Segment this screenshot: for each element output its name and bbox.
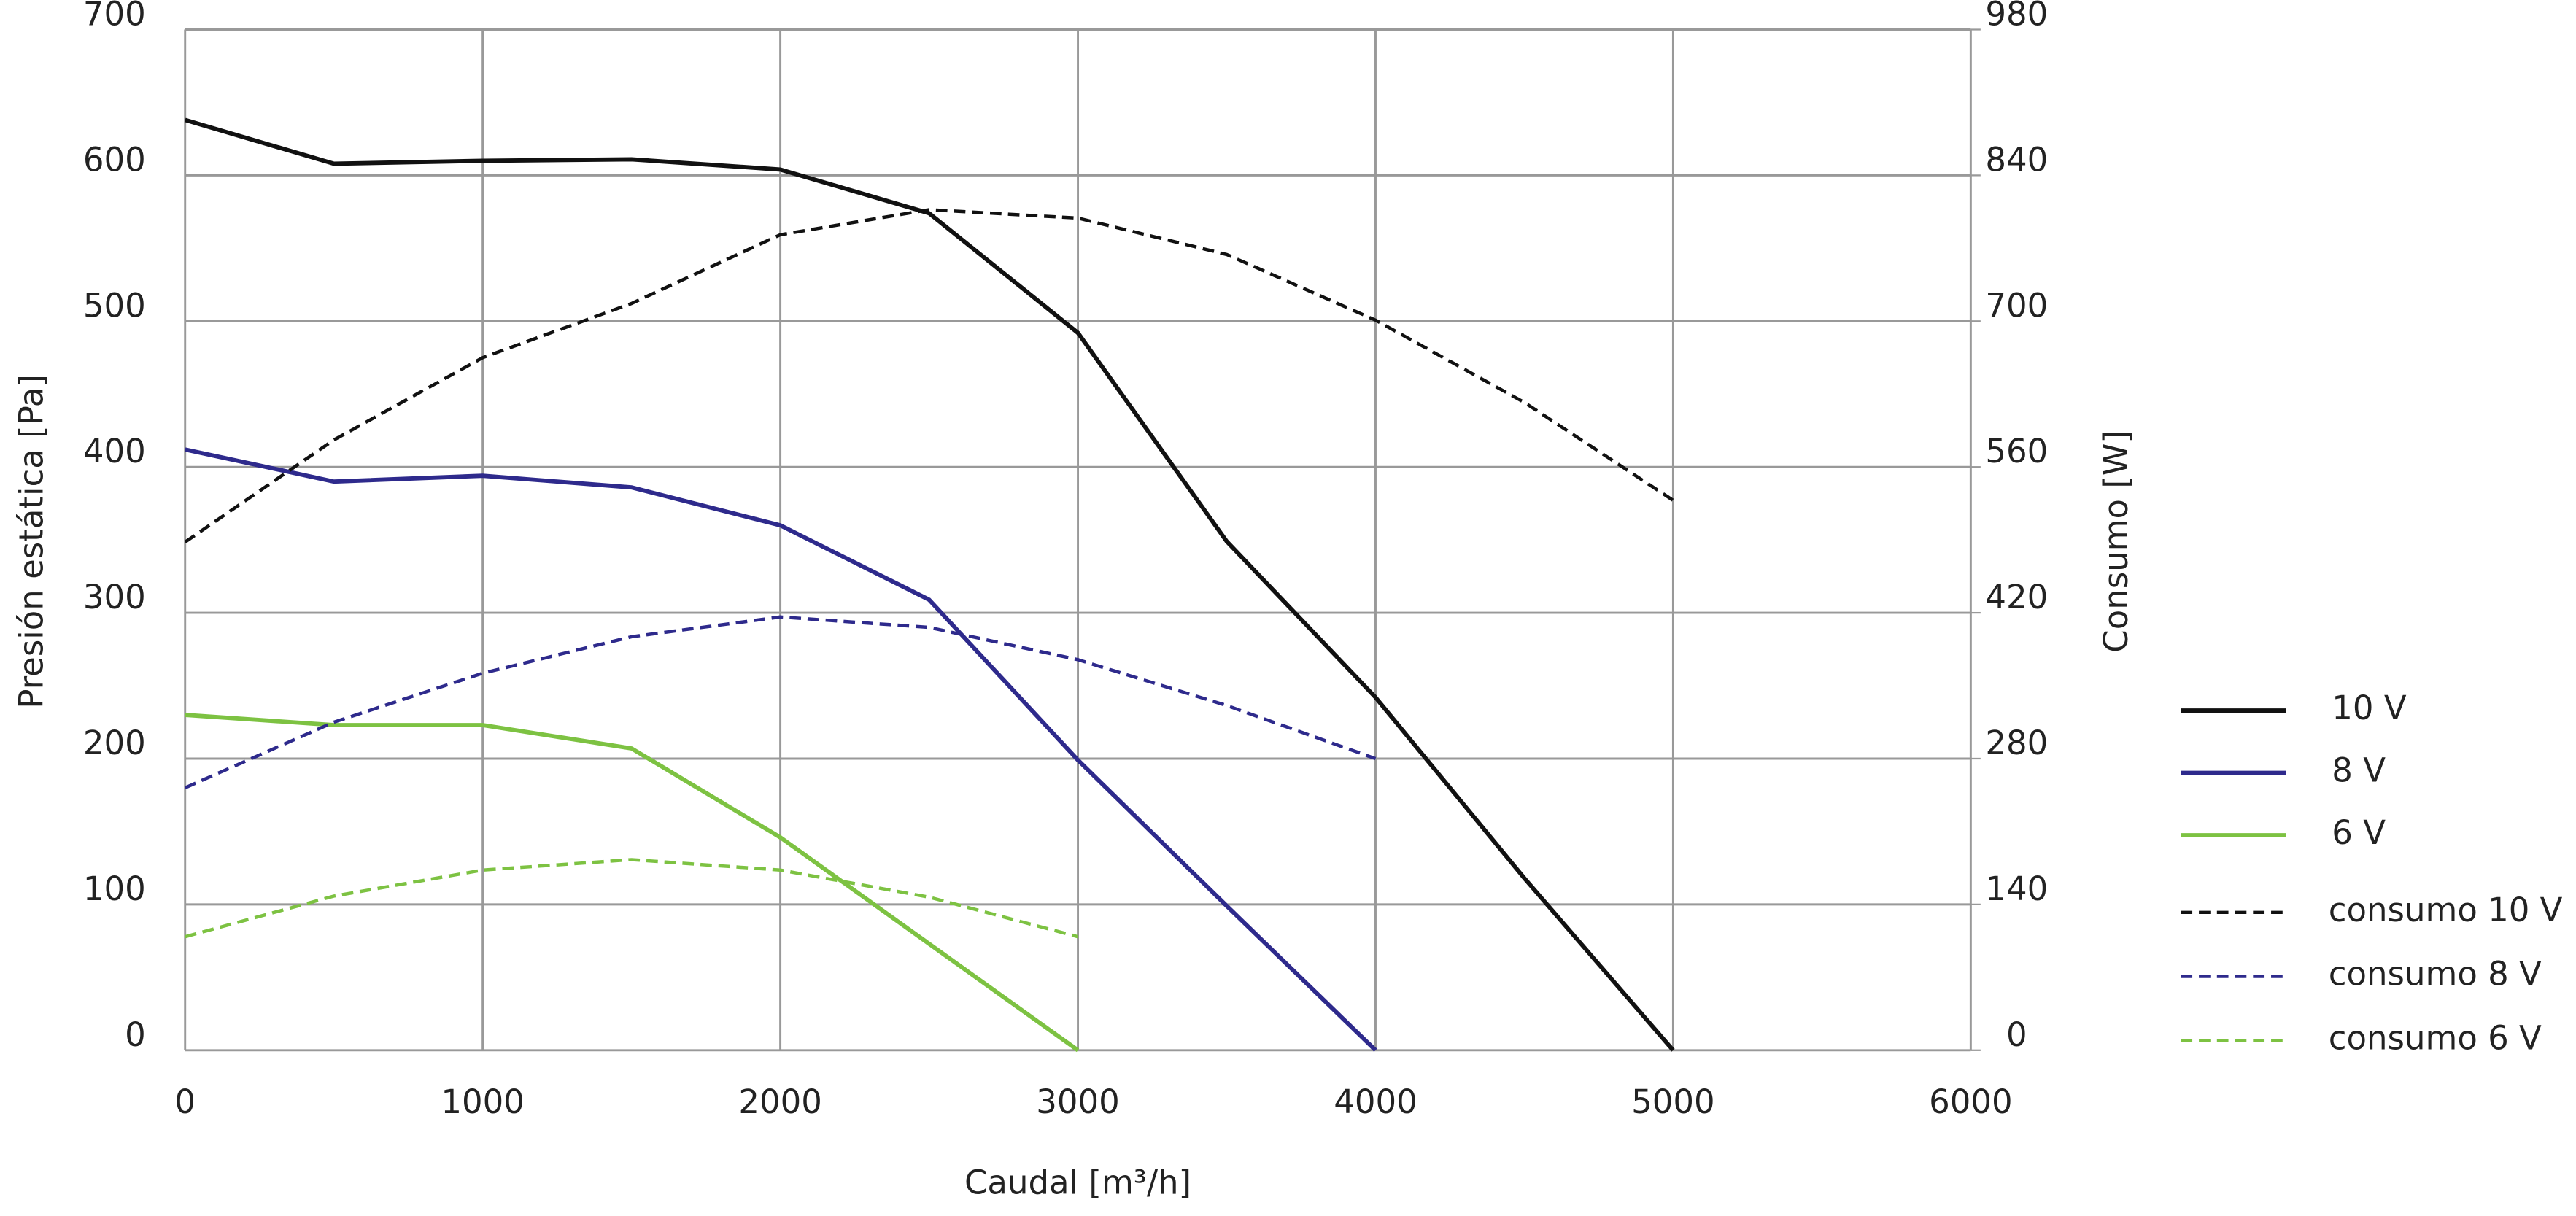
x-tick-label: 5000: [1631, 1083, 1714, 1121]
y2-tick-label: 700: [1985, 286, 2048, 325]
legend-label: 10 V: [2332, 689, 2407, 727]
y-tick-label: 500: [83, 286, 146, 325]
x-tick-label: 1000: [441, 1083, 524, 1121]
series-line: [184, 615, 1377, 790]
y-tick-label: 100: [83, 870, 146, 908]
x-tick-label: 2000: [738, 1083, 821, 1121]
x-tick-label: 3000: [1036, 1083, 1119, 1121]
series-line: [185, 713, 1080, 1053]
x-tick-label: 4000: [1334, 1083, 1417, 1121]
y-tick-label: 600: [83, 140, 146, 179]
y2-tick-label: 280: [1985, 724, 2048, 762]
y2-tick-label: 980: [1985, 0, 2048, 33]
y2-tick-label: 140: [1985, 870, 2048, 908]
x-tick-label: 0: [174, 1083, 196, 1121]
y-tick-label: 300: [83, 578, 146, 616]
y2-tick-label: 0: [2006, 1015, 2027, 1054]
series-line: [185, 858, 1079, 939]
legend-label: 6 V: [2332, 813, 2386, 852]
legend-label: consumo 10 V: [2329, 891, 2563, 929]
y2-tick-label: 420: [1985, 578, 2048, 616]
legend-label: consumo 6 V: [2329, 1018, 2542, 1057]
legend-label: 8 V: [2332, 751, 2386, 790]
y-tick-label: 200: [83, 724, 146, 762]
legend-label: consumo 8 V: [2329, 955, 2542, 994]
y-axis-label: Presión estática [Pa]: [12, 374, 51, 709]
series-line: [184, 208, 1674, 543]
y-tick-label: 700: [83, 0, 146, 33]
y2-tick-label: 840: [1985, 140, 2048, 179]
series-line: [185, 447, 1377, 1052]
y-tick-label: 400: [83, 432, 146, 470]
series-line: [184, 117, 1675, 1052]
x-tick-label: 6000: [1929, 1083, 2012, 1121]
y2-axis-label: Consumo [W]: [2097, 430, 2135, 653]
x-axis-label: Caudal [m³/h]: [964, 1163, 1191, 1201]
y2-tick-label: 560: [1985, 432, 2048, 470]
y-tick-label: 0: [125, 1015, 146, 1054]
